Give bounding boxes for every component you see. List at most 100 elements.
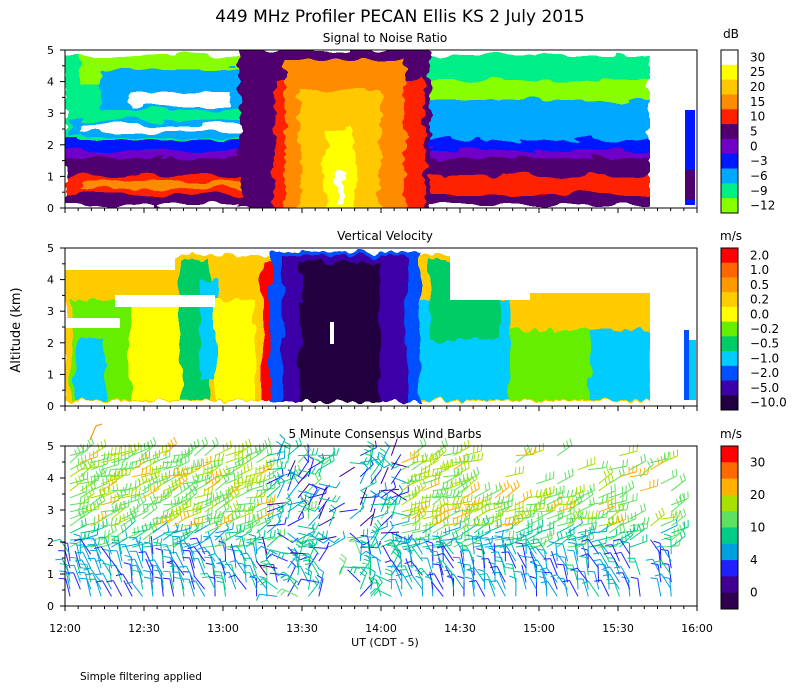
wind-barb-staff bbox=[608, 491, 627, 499]
y-tick-label: 1 bbox=[47, 568, 54, 581]
wind-barb-staff bbox=[194, 471, 212, 478]
wind-barb-staff bbox=[370, 525, 388, 534]
wind-barb-staff bbox=[225, 450, 243, 457]
wind-barb-flag bbox=[181, 474, 185, 482]
wind-barb-flag bbox=[202, 576, 210, 579]
wind-barb-staff bbox=[598, 497, 616, 506]
colorbar-label: −12 bbox=[750, 199, 775, 213]
wind-barb-flag bbox=[224, 532, 228, 540]
wind-barb-staff bbox=[411, 513, 427, 527]
wind-barb-flag bbox=[349, 566, 354, 574]
wind-barb-staff bbox=[318, 578, 324, 597]
wind-barb-staff bbox=[163, 530, 182, 534]
wind-barb-staff bbox=[131, 581, 143, 597]
wind-barb-flag bbox=[204, 556, 212, 559]
wind-barb-flag bbox=[241, 469, 243, 477]
wind-barb-staff bbox=[391, 476, 409, 484]
wind-barb-staff bbox=[328, 502, 346, 513]
wind-barb-staff bbox=[214, 495, 232, 506]
wind-barb-flag bbox=[277, 514, 281, 522]
colorbar-label: −6 bbox=[750, 169, 768, 183]
wind-barb-staff bbox=[390, 551, 400, 569]
wind-barb-flag bbox=[73, 538, 81, 542]
wind-barb-staff bbox=[235, 453, 252, 464]
wind-barb-flag bbox=[269, 550, 275, 557]
wind-barb-flag bbox=[260, 559, 268, 563]
wind-barb-flag bbox=[222, 452, 225, 461]
wind-barb-staff bbox=[567, 500, 583, 513]
wind-barb-staff bbox=[111, 560, 123, 576]
wind-barb-staff bbox=[557, 474, 574, 485]
wind-barb-flag bbox=[335, 495, 341, 503]
wind-barb-staff bbox=[318, 454, 337, 457]
wind-barb-flag bbox=[170, 488, 173, 496]
wind-barb-flag bbox=[446, 481, 449, 489]
wind-barb-staff bbox=[193, 546, 206, 562]
wind-barb-flag bbox=[115, 573, 123, 577]
wind-barb-staff bbox=[484, 515, 503, 520]
wind-barb-flag bbox=[373, 589, 380, 596]
wind-barb-staff bbox=[556, 444, 573, 457]
wind-barb-staff bbox=[453, 478, 472, 485]
wind-barb-staff bbox=[173, 453, 192, 457]
wind-barb-staff bbox=[473, 521, 489, 534]
wind-barb-flag bbox=[263, 464, 266, 472]
wind-barb-flag bbox=[273, 474, 278, 482]
wind-barb-staff bbox=[474, 531, 491, 541]
wind-barb-staff bbox=[287, 580, 297, 597]
wind-barb-staff bbox=[536, 534, 554, 541]
wind-barb-staff bbox=[246, 517, 263, 527]
wind-barb-staff bbox=[588, 516, 607, 520]
wind-barb-flag bbox=[479, 572, 487, 576]
wind-barb-flag bbox=[240, 552, 248, 556]
wind-barb-staff bbox=[169, 578, 175, 597]
wind-barb-staff bbox=[597, 539, 610, 555]
wind-barb-staff bbox=[567, 496, 584, 506]
wind-barb-flag bbox=[519, 538, 527, 542]
wind-barb-staff bbox=[401, 461, 418, 471]
wind-barb-flag bbox=[516, 479, 520, 487]
wind-barb-staff bbox=[92, 573, 102, 590]
wind-barb-flag bbox=[216, 580, 224, 584]
wind-barb-staff bbox=[474, 498, 492, 506]
wind-barb-staff bbox=[411, 485, 427, 499]
wind-barb-staff bbox=[142, 456, 160, 464]
wind-barb-staff bbox=[588, 501, 607, 506]
wind-barb-flag bbox=[460, 443, 463, 451]
wind-barb-flag bbox=[173, 542, 181, 545]
wind-barb-flag bbox=[419, 482, 424, 489]
wind-barb-staff bbox=[453, 508, 472, 513]
wind-barb-flag bbox=[193, 441, 197, 449]
wind-barb-flag bbox=[165, 533, 173, 537]
wind-barb-flag bbox=[85, 572, 93, 576]
wind-barb-staff bbox=[670, 528, 686, 541]
wind-barb-flag bbox=[630, 576, 638, 580]
colorbars: dB302520151050−3−6−9−12m/s2.01.00.50.20.… bbox=[720, 27, 787, 610]
wind-barb-flag bbox=[443, 505, 446, 513]
wind-barb-flag bbox=[284, 461, 287, 469]
wind-barb-staff bbox=[463, 478, 478, 492]
wind-barb-staff bbox=[245, 503, 263, 513]
wind-barb-flag bbox=[139, 496, 144, 504]
wind-barb-staff bbox=[505, 472, 524, 478]
wind-barb-flag bbox=[477, 568, 485, 572]
wind-barb-flag bbox=[311, 501, 313, 509]
wind-barb-flag bbox=[482, 517, 486, 525]
colorbar-swatch bbox=[721, 153, 738, 170]
wind-barb-flag bbox=[463, 454, 466, 463]
wind-barb-flag bbox=[125, 531, 128, 539]
wind-barb-flag bbox=[80, 443, 84, 451]
wind-barb-staff bbox=[193, 574, 206, 590]
wind-barb-flag bbox=[85, 491, 89, 499]
wind-barb-staff bbox=[80, 481, 97, 492]
wind-barb-staff bbox=[517, 552, 527, 569]
wind-barb-flag bbox=[490, 551, 499, 554]
wind-barb-staff bbox=[308, 512, 322, 527]
x-tick-label: 14:30 bbox=[444, 622, 476, 635]
wind-barb-flag bbox=[196, 438, 200, 447]
wind-barb-staff bbox=[276, 481, 286, 499]
wind-barb-flag bbox=[425, 494, 428, 502]
wind-barb-staff bbox=[445, 566, 455, 583]
wind-barb-staff bbox=[256, 536, 275, 541]
wind-barb-staff bbox=[660, 518, 678, 527]
